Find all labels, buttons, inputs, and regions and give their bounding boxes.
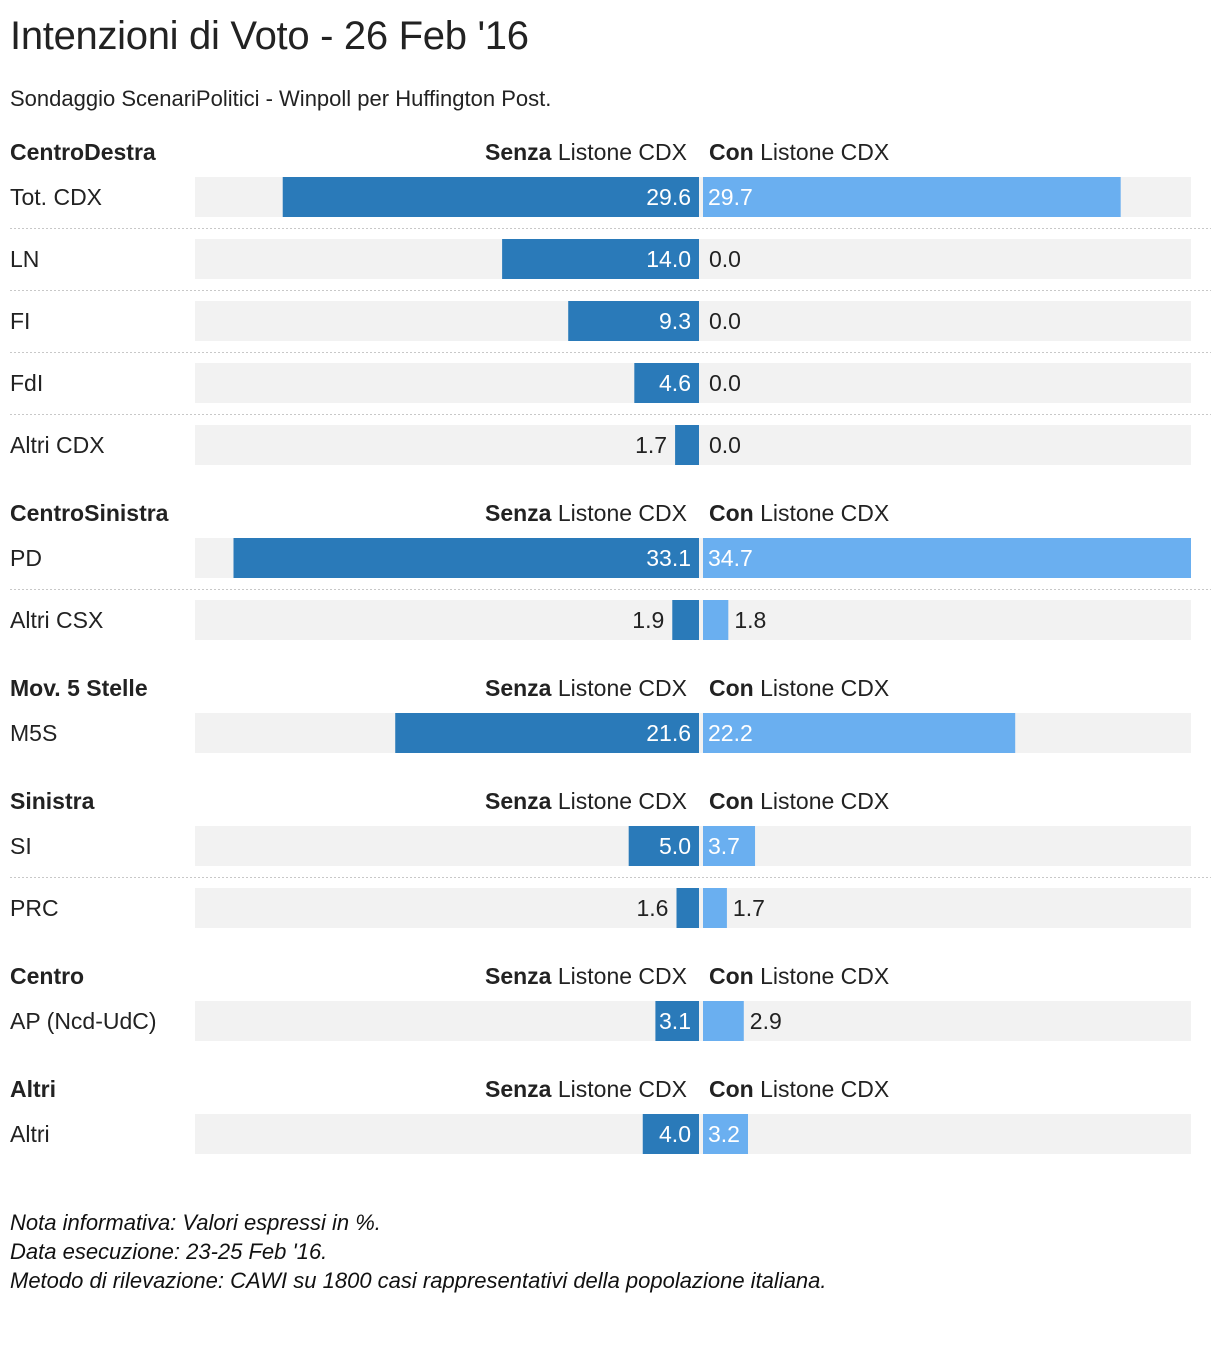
group-1: CentroSinistra Senza Listone CDX Con Listo… — [10, 500, 1211, 640]
bar-con — [703, 888, 727, 928]
value-label-senza: 33.1 — [646, 545, 691, 571]
bar-senza — [628, 826, 699, 866]
row-label: Tot. CDX — [10, 184, 102, 210]
row-label: FdI — [10, 370, 43, 396]
bar-senza — [676, 888, 699, 928]
group-title: CentroSinistra — [10, 500, 169, 526]
value-label-senza: 1.9 — [632, 607, 664, 633]
row-label: PD — [10, 545, 42, 571]
group-5: Altri Senza Listone CDX Con Listone CDX Alt… — [10, 1076, 1191, 1154]
group-4: Centro Senza Listone CDX Con Listone CDX AP… — [10, 963, 1191, 1041]
bar-con — [703, 538, 1191, 578]
value-label-senza: 4.0 — [659, 1121, 691, 1147]
group-0: CentroDestra Senza Listone CDX Con Listone… — [10, 139, 1211, 465]
value-label-con: 22.2 — [708, 720, 753, 746]
bar-senza — [675, 425, 699, 465]
note-line: Nota informativa: Valori espressi in %. — [10, 1210, 381, 1235]
value-label-con: 0.0 — [709, 432, 741, 458]
bar-senza — [502, 239, 699, 279]
value-label-con: 29.7 — [708, 184, 753, 210]
series-header-con: Con Listone CDX — [709, 788, 889, 814]
bar-senza — [395, 713, 699, 753]
group-title: Altri — [10, 1076, 56, 1102]
value-label-con: 3.7 — [708, 833, 740, 859]
series-header-senza: Senza Listone CDX — [485, 675, 687, 701]
bar-con — [703, 177, 1121, 217]
value-label-senza: 1.7 — [635, 432, 667, 458]
group-3: Sinistra Senza Listone CDX Con Listone CDX… — [10, 788, 1211, 928]
value-label-senza: 21.6 — [646, 720, 691, 746]
row-label: LN — [10, 246, 39, 272]
group-2: Mov. 5 Stelle Senza Listone CDX Con Liston… — [10, 675, 1191, 753]
bar-senza — [568, 301, 699, 341]
group-title: Centro — [10, 963, 84, 989]
bar-con — [703, 1001, 744, 1041]
value-label-con: 0.0 — [709, 370, 741, 396]
bar-senza — [642, 1114, 699, 1154]
note-line: Data esecuzione: 23-25 Feb '16. — [10, 1239, 328, 1264]
group-title: CentroDestra — [10, 139, 156, 165]
row-label: FI — [10, 308, 30, 334]
value-label-con: 1.8 — [734, 607, 766, 633]
bar-con — [703, 600, 729, 640]
value-label-senza: 9.3 — [659, 308, 691, 334]
bar-con — [703, 1114, 749, 1154]
diverging-bar-chart: CentroDestra Senza Listone CDX Con Listone… — [10, 139, 1211, 1154]
series-header-con: Con Listone CDX — [709, 500, 889, 526]
bar-senza — [634, 363, 699, 403]
bar-senza — [672, 600, 699, 640]
series-header-con: Con Listone CDX — [709, 675, 889, 701]
value-label-con: 2.9 — [750, 1008, 782, 1034]
row-label: M5S — [10, 720, 57, 746]
value-label-senza: 1.6 — [637, 895, 669, 921]
row-label: SI — [10, 833, 32, 859]
row-label: Altri CSX — [10, 607, 103, 633]
series-header-con: Con Listone CDX — [709, 1076, 889, 1102]
group-title: Sinistra — [10, 788, 95, 814]
bar-con — [703, 713, 1016, 753]
value-label-con: 3.2 — [708, 1121, 740, 1147]
value-label-senza: 5.0 — [659, 833, 691, 859]
value-label-senza: 29.6 — [646, 184, 691, 210]
series-header-con: Con Listone CDX — [709, 963, 889, 989]
series-header-senza: Senza Listone CDX — [485, 500, 687, 526]
row-label: AP (Ncd-UdC) — [10, 1008, 157, 1034]
group-title: Mov. 5 Stelle — [10, 675, 148, 701]
bar-senza — [233, 538, 699, 578]
bar-con — [703, 826, 756, 866]
value-label-senza: 4.6 — [659, 370, 691, 396]
chart-title: Intenzioni di Voto - 26 Feb '16 — [10, 14, 529, 58]
series-header-senza: Senza Listone CDX — [485, 139, 687, 165]
chart-subtitle: Sondaggio ScenariPolitici - Winpoll per … — [10, 86, 552, 111]
row-label: Altri — [10, 1121, 50, 1147]
note-line: Metodo di rilevazione: CAWI su 1800 casi… — [10, 1268, 827, 1293]
row-label: Altri CDX — [10, 432, 105, 458]
series-header-senza: Senza Listone CDX — [485, 1076, 687, 1102]
value-label-con: 34.7 — [708, 545, 753, 571]
value-label-senza: 14.0 — [646, 246, 691, 272]
series-header-con: Con Listone CDX — [709, 139, 889, 165]
row-label: PRC — [10, 895, 59, 921]
series-header-senza: Senza Listone CDX — [485, 788, 687, 814]
footnotes: Nota informativa: Valori espressi in %. … — [10, 1208, 827, 1295]
value-label-con: 1.7 — [733, 895, 765, 921]
value-label-senza: 3.1 — [659, 1008, 691, 1034]
value-label-con: 0.0 — [709, 246, 741, 272]
value-label-con: 0.0 — [709, 308, 741, 334]
series-header-senza: Senza Listone CDX — [485, 963, 687, 989]
bar-senza — [655, 1001, 699, 1041]
bar-senza — [282, 177, 699, 217]
